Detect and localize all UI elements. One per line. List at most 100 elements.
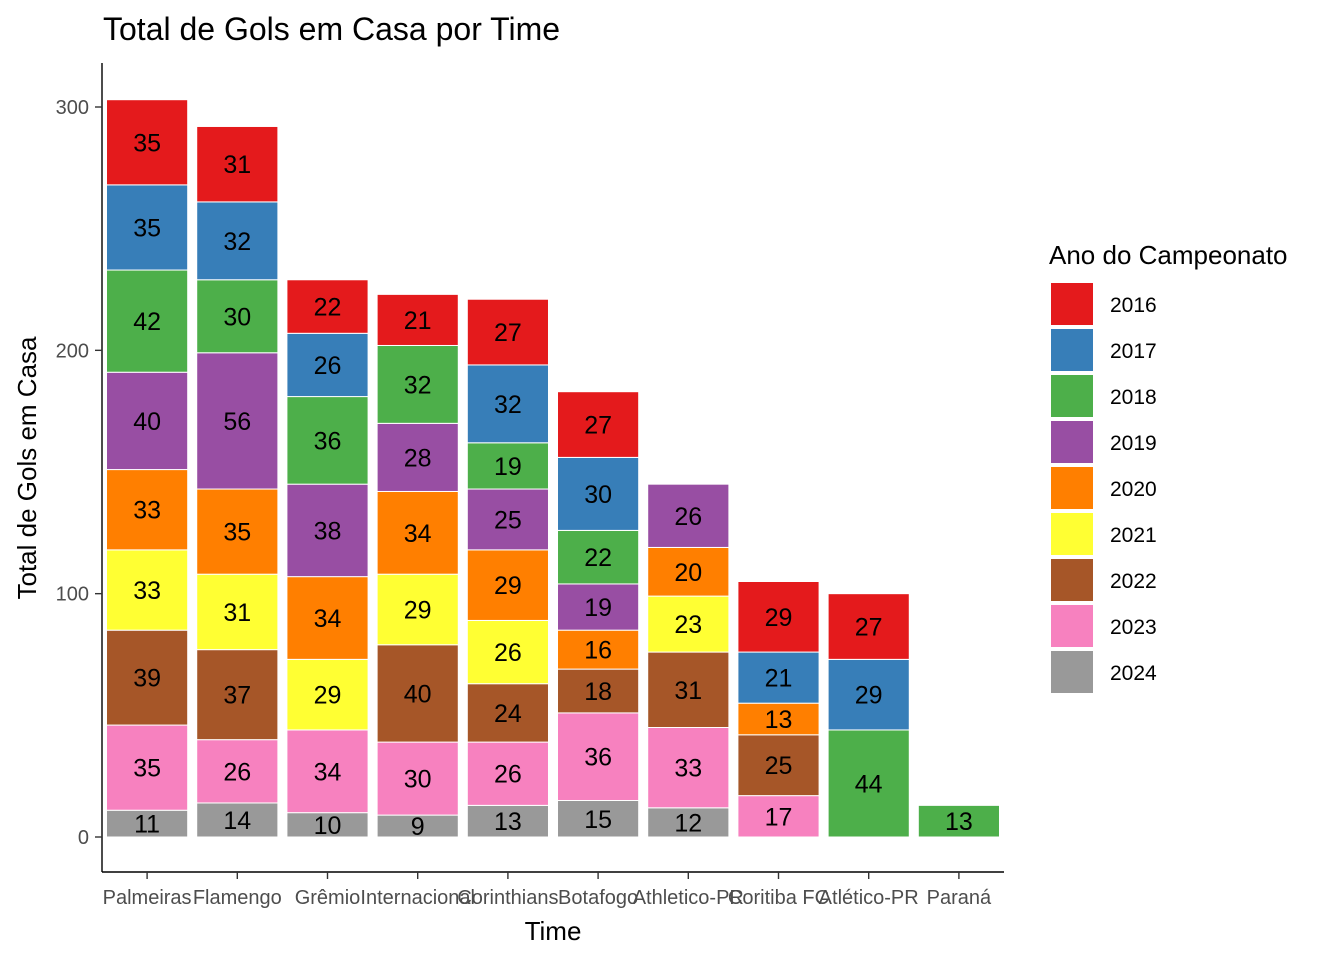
legend-swatch xyxy=(1051,283,1093,325)
bar-segment xyxy=(466,442,549,490)
bar-value-label: 14 xyxy=(223,807,251,835)
bar-value-label: 28 xyxy=(404,444,432,472)
x-tick-label: Atlético-PR xyxy=(819,887,919,909)
bar-value-label: 37 xyxy=(223,682,251,710)
bar-segment xyxy=(286,332,369,398)
bar-segment xyxy=(196,352,279,490)
bar-segment xyxy=(196,802,279,838)
bar-segment xyxy=(737,651,820,704)
bar-value-label: 23 xyxy=(674,611,702,639)
y-tick-label: 100 xyxy=(56,584,89,606)
bar-segment xyxy=(196,125,279,203)
bar-value-label: 26 xyxy=(223,758,251,786)
bar-value-label: 31 xyxy=(674,677,702,705)
bar-segment xyxy=(557,712,640,802)
bar-segment xyxy=(196,279,279,354)
bar-value-label: 32 xyxy=(404,371,432,399)
bar-value-label: 30 xyxy=(584,481,612,509)
bar-value-label: 13 xyxy=(494,808,522,836)
bar-segment xyxy=(466,549,549,621)
bar-value-label: 31 xyxy=(223,151,251,179)
bar-value-label: 26 xyxy=(674,503,702,531)
bar-segment xyxy=(106,184,189,271)
bar-segment xyxy=(286,396,369,485)
bar-segment xyxy=(376,573,459,646)
bar-segment xyxy=(196,649,279,741)
bar-segment xyxy=(286,729,369,814)
bar-value-label: 35 xyxy=(133,755,161,783)
bar-value-label: 29 xyxy=(494,572,522,600)
bar-value-label: 18 xyxy=(584,678,612,706)
bar-segment xyxy=(737,581,820,653)
bar-value-label: 42 xyxy=(133,308,161,336)
bar-value-label: 13 xyxy=(945,808,973,836)
bar-segment xyxy=(106,371,189,471)
legend-swatch xyxy=(1051,605,1093,647)
bar-segment xyxy=(376,293,459,346)
legend-label: 2019 xyxy=(1110,432,1157,455)
bar-segment xyxy=(557,391,640,458)
bar-segment xyxy=(106,809,189,838)
bar-value-label: 35 xyxy=(133,129,161,157)
bar-value-label: 30 xyxy=(404,766,432,794)
bar-segment xyxy=(196,739,279,804)
x-axis: Palmeiras Flamengo Grêmio InternacionalCori… xyxy=(103,872,992,909)
legend-swatch xyxy=(1051,375,1093,417)
bar-segment xyxy=(827,658,910,731)
bar-value-label: 56 xyxy=(223,408,251,436)
bar-segment xyxy=(466,488,549,551)
bar-value-label: 26 xyxy=(314,352,342,380)
bar-value-label: 38 xyxy=(314,517,342,545)
legend-label: 2017 xyxy=(1110,340,1157,363)
legend-swatch xyxy=(1051,329,1093,371)
bar-value-label: 30 xyxy=(223,303,251,331)
bar-value-label: 17 xyxy=(765,803,793,831)
legend-label: 2020 xyxy=(1110,478,1157,501)
bar-value-label: 22 xyxy=(584,544,612,572)
bar-value-label: 19 xyxy=(584,594,612,622)
bar-segment xyxy=(647,595,730,653)
bar-value-label: 33 xyxy=(133,577,161,605)
bar-segment xyxy=(286,483,369,578)
bar-value-label: 34 xyxy=(314,605,342,633)
bar-value-label: 12 xyxy=(674,809,702,837)
bar-segment xyxy=(827,729,910,838)
bar-value-label: 32 xyxy=(494,391,522,419)
x-tick-label: Corinthians xyxy=(457,887,558,909)
bar-value-label: 33 xyxy=(133,497,161,525)
bar-segment xyxy=(647,546,730,597)
bar-segment xyxy=(557,529,640,585)
x-tick-label: Botafogo xyxy=(558,887,638,909)
legend-label: 2018 xyxy=(1110,386,1157,409)
bar-segment xyxy=(106,469,189,551)
bar-value-label: 29 xyxy=(855,682,883,710)
bar-value-label: 26 xyxy=(494,761,522,789)
y-axis: 0 100 200 300 xyxy=(56,97,102,849)
bar-value-label: 35 xyxy=(133,214,161,242)
y-axis-title: Total de Gols em Casa xyxy=(12,336,42,600)
bar-segment xyxy=(557,800,640,838)
bar-value-label: 35 xyxy=(223,519,251,547)
bar-segment xyxy=(376,344,459,424)
plot-area: 11 35 39 33 33 40 42 35 35 14 26 37 31 35 56 30 32 31 10 34… xyxy=(106,99,1000,841)
bar-segment xyxy=(557,629,640,670)
bar-value-label: 34 xyxy=(314,758,342,786)
bar-value-label: 27 xyxy=(855,614,883,642)
bar-segment xyxy=(647,727,730,809)
bar-value-label: 27 xyxy=(584,412,612,440)
bar-segment xyxy=(106,724,189,811)
bar-value-label: 25 xyxy=(765,752,793,780)
legend-swatch xyxy=(1051,467,1093,509)
x-tick-label: Paraná xyxy=(927,887,992,909)
bar-value-label: 22 xyxy=(314,294,342,322)
legend-swatch xyxy=(1051,651,1093,693)
bar-value-label: 40 xyxy=(404,680,432,708)
bar-value-label: 20 xyxy=(674,559,702,587)
bar-segment xyxy=(647,651,730,729)
bar-segment xyxy=(106,549,189,631)
bar-segment xyxy=(917,804,1000,838)
bar-segment xyxy=(647,483,730,548)
bar-value-label: 29 xyxy=(404,596,432,624)
x-tick-label: Athletico-PR xyxy=(633,887,744,909)
